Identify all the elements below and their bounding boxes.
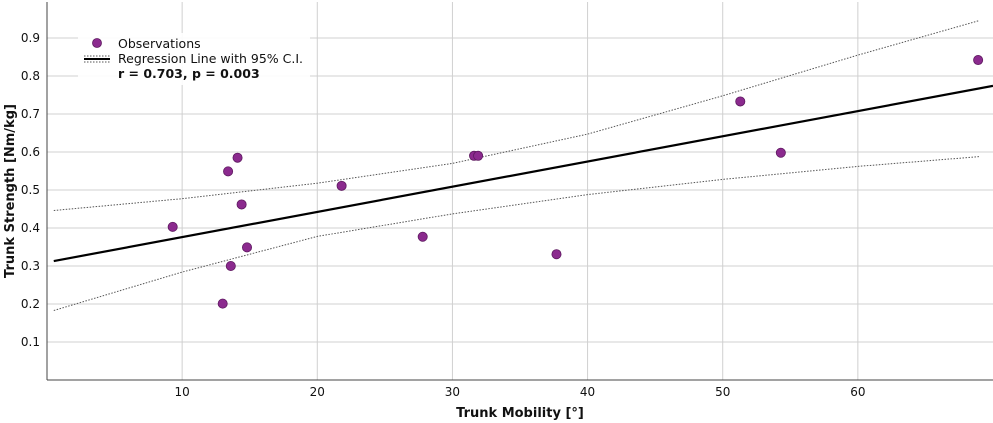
- y-tick-label: 0.1: [21, 335, 40, 349]
- x-tick-label: 20: [310, 385, 325, 399]
- x-tick-label: 40: [580, 385, 595, 399]
- x-tick-label: 30: [445, 385, 460, 399]
- data-point: [775, 147, 786, 158]
- y-axis-title: Trunk Strength [Nm/kg]: [3, 104, 18, 278]
- data-point: [225, 260, 236, 271]
- legend-observations-label: Observations: [118, 36, 201, 51]
- legend-observations-marker: [92, 38, 102, 48]
- data-point: [973, 55, 984, 66]
- data-point: [242, 242, 253, 253]
- data-point: [473, 150, 484, 161]
- ci-lower-line: [53, 156, 980, 311]
- y-tick-label: 0.4: [21, 221, 40, 235]
- data-point: [417, 231, 428, 242]
- x-tick-label: 60: [850, 385, 865, 399]
- data-point: [217, 298, 228, 309]
- y-tick-label: 0.7: [21, 107, 40, 121]
- data-point: [236, 199, 247, 210]
- y-tick-label: 0.3: [21, 259, 40, 273]
- x-tick-label: 10: [175, 385, 190, 399]
- x-axis-ticks: 10 20 30 40 50 60: [175, 385, 866, 399]
- observation-points: [167, 55, 984, 309]
- data-point: [336, 180, 347, 191]
- data-point: [551, 249, 562, 260]
- y-tick-label: 0.6: [21, 145, 40, 159]
- x-axis-title: Trunk Mobility [°]: [456, 406, 584, 421]
- data-point: [232, 152, 243, 163]
- legend-box: [78, 33, 310, 85]
- y-tick-label: 0.5: [21, 183, 40, 197]
- y-tick-label: 0.8: [21, 69, 40, 83]
- legend-regression-label: Regression Line with 95% C.I.: [118, 51, 303, 66]
- legend: Observations Regression Line with 95% C.…: [78, 33, 310, 85]
- regression-line: [53, 84, 993, 263]
- legend-stats-label: r = 0.703, p = 0.003: [118, 66, 260, 81]
- y-axis-ticks: 0.1 0.2 0.3 0.4 0.5 0.6 0.7 0.8 0.9: [21, 31, 40, 349]
- data-point: [167, 221, 178, 232]
- y-tick-label: 0.2: [21, 297, 40, 311]
- data-point: [223, 166, 234, 177]
- x-tick-label: 50: [715, 385, 730, 399]
- data-point: [735, 96, 746, 107]
- confidence-interval: [53, 20, 980, 311]
- y-tick-label: 0.9: [21, 31, 40, 45]
